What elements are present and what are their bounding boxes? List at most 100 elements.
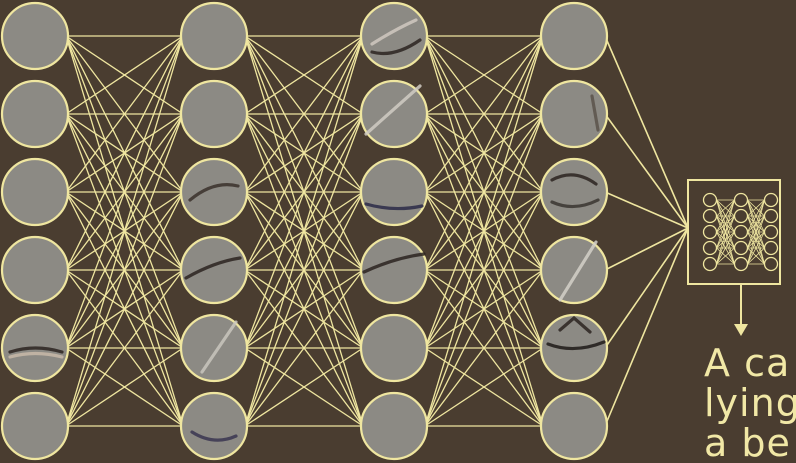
neuron-feature-stroke — [550, 173, 598, 186]
connection-line — [244, 35, 364, 271]
connection-line — [65, 35, 184, 349]
neuron-layer1-6 — [0, 391, 70, 461]
neuron-feature-stroke — [370, 38, 422, 56]
output-box — [687, 179, 781, 285]
mini-neuron — [702, 192, 718, 208]
output-connection-line — [604, 227, 689, 271]
connection-line — [244, 35, 364, 427]
neuron-layer2-3 — [179, 157, 249, 227]
neuron-layer4-3 — [539, 157, 609, 227]
neuron-feature-stroke — [190, 430, 238, 442]
neuron-layer2-6 — [179, 391, 249, 461]
output-connection-line — [604, 35, 689, 229]
mini-neuron — [733, 224, 749, 240]
connection-line — [424, 35, 544, 193]
neuron-feature-stroke — [546, 340, 606, 351]
connection-line — [424, 35, 544, 115]
mini-connection — [716, 199, 735, 217]
output-connection-line — [604, 227, 689, 349]
mini-connection — [747, 199, 765, 249]
neuron-layer4-2 — [539, 79, 609, 149]
mini-connection — [747, 199, 765, 265]
neuron-layer3-2 — [359, 79, 429, 149]
connection-line — [424, 35, 544, 349]
neuron-feature-stroke — [558, 240, 598, 302]
neuron-layer1-4 — [0, 235, 70, 305]
connection-line — [424, 347, 544, 427]
connection-line — [65, 269, 184, 427]
connection-line — [65, 35, 184, 193]
neuron-layer3-1 — [359, 1, 429, 71]
mini-connection — [716, 199, 735, 233]
neuron-feature-stroke — [550, 198, 600, 209]
output-connection-line — [604, 113, 689, 229]
connection-line — [244, 113, 364, 427]
connections — [65, 35, 544, 427]
mini-neuron — [763, 256, 779, 272]
mini-neuron — [763, 192, 779, 208]
mini-connection — [716, 247, 735, 265]
connection-line — [65, 35, 184, 271]
mini-neuron — [702, 240, 718, 256]
arrow-down-icon — [734, 324, 748, 336]
connection-line — [424, 269, 544, 427]
connection-line — [65, 191, 184, 427]
connection-line — [424, 113, 544, 427]
mini-connection — [747, 247, 765, 265]
mini-neuron — [733, 256, 749, 272]
connection-line — [65, 347, 184, 427]
caption-line-3: a be — [704, 421, 791, 463]
neuron-feature-stroke — [558, 315, 592, 334]
mini-neuron — [702, 208, 718, 224]
connection-line — [244, 191, 364, 427]
neuron-layer1-3 — [0, 157, 70, 227]
neuron-feature-stroke — [8, 351, 64, 359]
neuron-layer2-4 — [179, 235, 249, 305]
mini-connection — [747, 199, 765, 217]
neuron-feature-stroke — [364, 202, 424, 211]
connection-line — [244, 347, 364, 427]
neuron-layer4-1 — [539, 1, 609, 71]
neuron-feature-stroke — [362, 252, 426, 274]
neuron-layer1-2 — [0, 79, 70, 149]
mini-neuron — [763, 224, 779, 240]
connection-line — [424, 35, 544, 271]
mini-connection — [716, 231, 735, 265]
neuron-layer3-4 — [359, 235, 429, 305]
neuron-layer3-6 — [359, 391, 429, 461]
neuron-feature-stroke — [188, 183, 240, 202]
connection-line — [424, 35, 544, 427]
mini-neuron — [702, 256, 718, 272]
neuron-feature-stroke — [184, 256, 242, 280]
neuron-layer2-2 — [179, 79, 249, 149]
neuron-feature-stroke — [364, 84, 422, 136]
mini-neuron — [763, 208, 779, 224]
neuron-layer4-6 — [539, 391, 609, 461]
connection-line — [65, 35, 184, 115]
neuron-layer1-1 — [0, 1, 70, 71]
mini-connection — [716, 199, 735, 249]
mini-connection — [716, 215, 735, 265]
neuron-layer3-5 — [359, 313, 429, 383]
connection-line — [65, 113, 184, 427]
mini-neuron — [733, 208, 749, 224]
mini-connection — [747, 231, 765, 265]
mini-neuron — [733, 240, 749, 256]
mini-neural-network-icon — [702, 192, 779, 272]
connection-line — [424, 191, 544, 427]
mini-connection — [716, 199, 735, 265]
caption-line-2: lying — [704, 381, 796, 425]
neuron-layer2-5 — [179, 313, 249, 383]
mini-neuron — [763, 240, 779, 256]
connection-line — [65, 35, 184, 427]
connection-line — [244, 269, 364, 427]
neuron-feature-stroke — [8, 346, 64, 354]
mini-connection — [747, 215, 765, 265]
neuron-feature-stroke — [370, 18, 418, 46]
output-connection-line — [604, 191, 689, 229]
neuron-feature-stroke — [200, 320, 238, 374]
connection-line — [244, 35, 364, 349]
output-connection-line — [604, 227, 689, 427]
